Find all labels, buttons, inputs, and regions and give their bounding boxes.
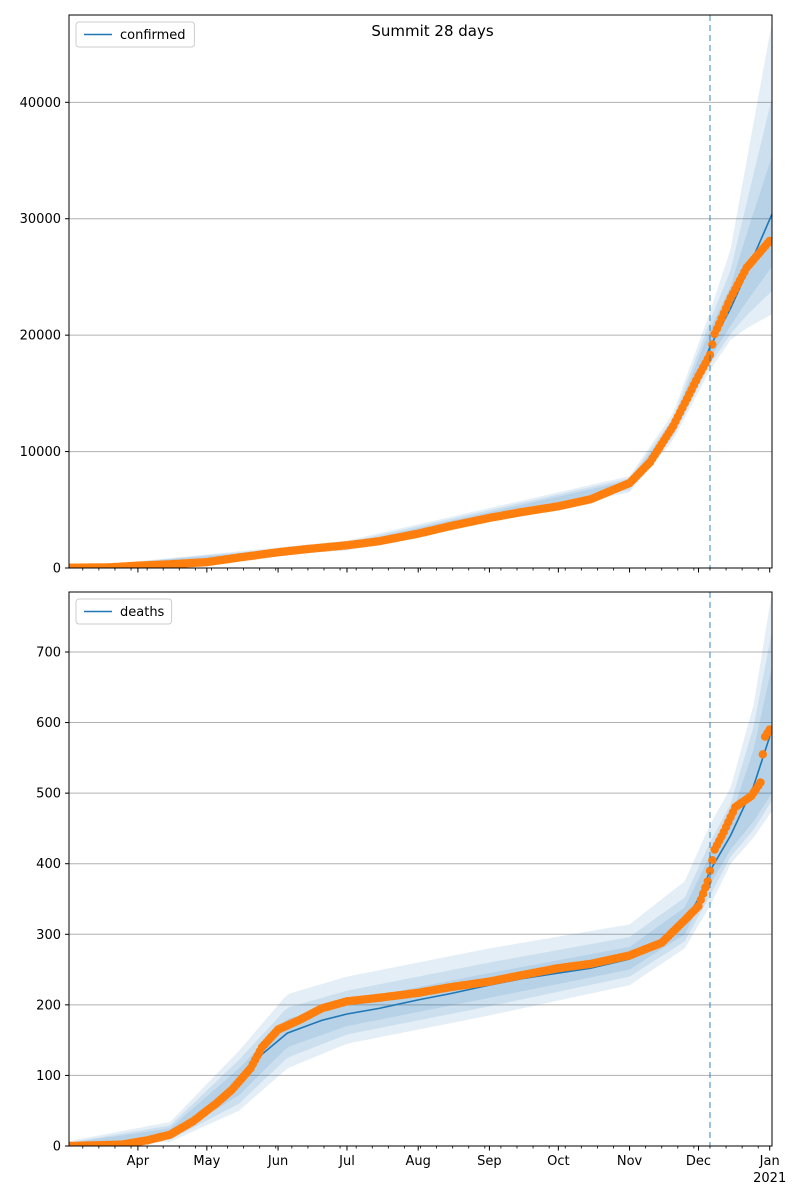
y-tick-label: 200	[36, 998, 61, 1013]
uncertainty-band	[69, 97, 772, 568]
chart-panel-deaths: 0 100 200 300 400 500 600 700 Apr May Jun Jul Aug Sep…	[36, 591, 786, 1186]
x-tick-label: Sep	[477, 1154, 502, 1169]
legend-box	[75, 21, 195, 48]
y-tick-label: 600	[36, 716, 61, 731]
uncertainty-band	[69, 22, 772, 568]
y-tick-label: 0	[53, 1140, 61, 1155]
y-tick-label: 400	[36, 857, 61, 872]
x-tick-label: Dec	[686, 1154, 711, 1169]
uncertainty-band	[69, 630, 772, 1146]
x-tick-label: Jun	[267, 1154, 288, 1169]
model-line	[69, 213, 772, 568]
y-tick-label: 20000	[20, 329, 61, 344]
y-tick-label: 500	[36, 787, 61, 802]
legend-label: confirmed	[120, 28, 186, 43]
x-tick-label: Aug	[406, 1154, 431, 1169]
observed-point	[765, 725, 772, 734]
uncertainty-band	[69, 155, 772, 568]
y-tick-label: 40000	[20, 96, 61, 111]
observed-point	[705, 350, 715, 360]
x-tick-label: Jul	[338, 1154, 355, 1169]
legend-label: deaths	[120, 605, 165, 620]
y-tick-label: 300	[36, 928, 61, 943]
x-tick-label: Nov	[617, 1154, 643, 1169]
y-tick-label: 0	[53, 562, 61, 577]
observed-point	[705, 866, 715, 875]
x-tick-label: Apr	[127, 1154, 150, 1169]
legend: deaths	[75, 598, 173, 625]
plot-area	[69, 15, 772, 568]
observed-point	[765, 236, 772, 246]
legend: confirmed	[75, 21, 195, 48]
x-tick-label: May	[193, 1154, 220, 1169]
x-tick-label: Jan	[759, 1154, 780, 1169]
observed-point	[758, 750, 767, 759]
y-tick-label: 100	[36, 1069, 61, 1084]
axes-frame	[68, 591, 773, 1147]
legend-box	[75, 598, 173, 625]
axes-frame	[68, 14, 773, 569]
uncertainty-band	[69, 592, 772, 1146]
plot-area	[69, 592, 772, 1146]
y-tick-label: 30000	[20, 212, 61, 227]
y-tick-label: 10000	[20, 445, 61, 460]
x-tick-label: Oct	[547, 1154, 569, 1169]
chart-panel-confirmed: 0 10000 20000 30000 40000 confirmed Summit 28 …	[20, 14, 773, 577]
chart-title: Summit 28 days	[371, 22, 494, 40]
y-tick-label: 700	[36, 645, 61, 660]
x-year-label: 2021	[753, 1171, 786, 1186]
observed-point	[756, 778, 765, 787]
